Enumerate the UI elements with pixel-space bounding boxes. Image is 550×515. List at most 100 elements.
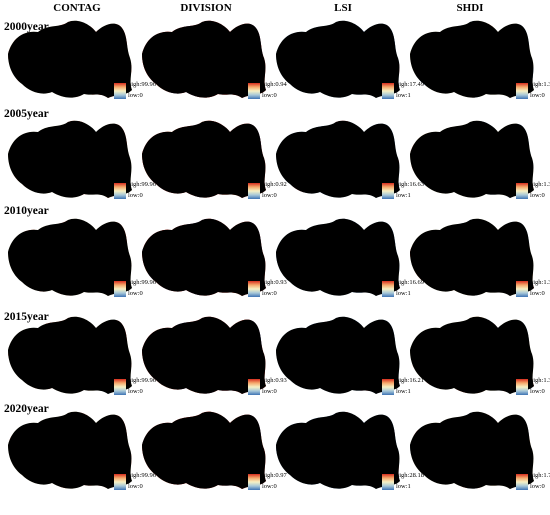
legend-color-ramp	[248, 182, 260, 199]
legend-color-ramp	[248, 82, 260, 99]
legend-color-ramp	[382, 182, 394, 199]
legend-color-ramp	[516, 182, 528, 199]
legend-high-label: high:1.77	[530, 471, 550, 479]
legend-low-label: low:1	[396, 192, 411, 199]
legend-low-label: low:1	[396, 290, 411, 297]
legend: value high:0.94 low:0	[248, 73, 287, 100]
legend-title: value	[516, 464, 531, 471]
legend-color-ramp	[516, 82, 528, 99]
legend-low-label: low:0	[262, 192, 277, 199]
legend-title: value	[248, 271, 263, 278]
legend-color-ramp	[382, 378, 394, 395]
legend-low-label: low:0	[262, 290, 277, 297]
legend: value high:0.97 low:0	[248, 464, 287, 491]
legend: value high:99.96 low:0	[114, 173, 156, 200]
column-header-lsi: LSI	[334, 2, 352, 14]
map-lsi-2020year	[276, 411, 400, 490]
legend-low-label: low:0	[530, 483, 545, 490]
legend-low-label: low:0	[530, 290, 545, 297]
legend: value high:1.77 low:0	[516, 464, 550, 491]
legend-high-label: high:99.96	[128, 471, 156, 479]
legend-low-label: low:0	[128, 92, 143, 99]
legend-low-label: low:0	[128, 388, 143, 395]
legend-title: value	[114, 464, 129, 471]
legend-color-ramp	[248, 280, 260, 297]
map-shdi-2015year	[410, 316, 534, 395]
legend-color-ramp	[516, 473, 528, 490]
legend-color-ramp	[114, 473, 126, 490]
legend-color-ramp	[516, 378, 528, 395]
legend-title: value	[114, 369, 129, 376]
legend-high-label: high:99.96	[128, 278, 156, 286]
legend: value high:99.96 low:0	[114, 369, 156, 396]
legend-low-label: low:0	[262, 388, 277, 395]
legend-title: value	[114, 271, 129, 278]
legend-low-label: low:0	[128, 192, 143, 199]
legend-high-label: high:17.49	[396, 80, 424, 88]
legend-color-ramp	[248, 378, 260, 395]
legend-high-label: high:99.96	[128, 80, 156, 88]
legend-color-ramp	[114, 378, 126, 395]
legend: value high:16.69 low:1	[382, 271, 424, 298]
legend-high-label: high:1.35	[530, 376, 550, 384]
legend-low-label: low:0	[262, 483, 277, 490]
legend-low-label: low:0	[128, 290, 143, 297]
legend: value high:99.96 low:0	[114, 271, 156, 298]
legend-color-ramp	[114, 182, 126, 199]
legend-high-label: high:0.94	[262, 80, 287, 88]
legend-low-label: low:0	[262, 92, 277, 99]
column-header-contag: CONTAG	[53, 2, 101, 14]
legend: value high:1.38 low:0	[516, 73, 550, 100]
legend-title: value	[382, 464, 397, 471]
legend: value high:1.38 low:0	[516, 173, 550, 200]
legend-high-label: high:99.96	[128, 376, 156, 384]
legend: value high:1.35 low:0	[516, 271, 550, 298]
legend-color-ramp	[248, 473, 260, 490]
legend-high-label: high:28.18	[396, 471, 424, 479]
legend: value high:99.96 low:0	[114, 73, 156, 100]
legend-title: value	[114, 173, 129, 180]
legend-high-label: high:0.97	[262, 471, 287, 479]
legend-low-label: low:1	[396, 92, 411, 99]
legend: value high:28.18 low:1	[382, 464, 424, 491]
legend-color-ramp	[382, 82, 394, 99]
legend-title: value	[382, 369, 397, 376]
map-contag-2015year	[8, 316, 132, 395]
row-label-2000: 2000year	[4, 21, 49, 33]
row-label-2015: 2015year	[4, 311, 49, 323]
legend-high-label: high:99.96	[128, 180, 156, 188]
legend-color-ramp	[516, 280, 528, 297]
column-header-division: DIVISION	[180, 2, 232, 14]
legend-color-ramp	[114, 280, 126, 297]
legend: value high:16.21 low:1	[382, 369, 424, 396]
legend-low-label: low:0	[530, 192, 545, 199]
legend-low-label: low:0	[530, 388, 545, 395]
legend-title: value	[248, 173, 263, 180]
legend-color-ramp	[114, 82, 126, 99]
legend-color-ramp	[382, 473, 394, 490]
legend-title: value	[516, 73, 531, 80]
legend-title: value	[248, 464, 263, 471]
legend-title: value	[516, 271, 531, 278]
legend-low-label: low:0	[128, 483, 143, 490]
legend-title: value	[382, 73, 397, 80]
legend: value high:0.93 low:0	[248, 271, 287, 298]
legend: value high:17.49 low:1	[382, 73, 424, 100]
legend-high-label: high:1.35	[530, 278, 550, 286]
legend-low-label: low:1	[396, 483, 411, 490]
column-header-shdi: SHDI	[456, 2, 484, 14]
legend-title: value	[248, 369, 263, 376]
legend-title: value	[382, 271, 397, 278]
legend: value high:16.63 low:1	[382, 173, 424, 200]
legend-title: value	[516, 173, 531, 180]
legend-color-ramp	[382, 280, 394, 297]
legend-high-label: high:1.38	[530, 180, 550, 188]
legend-title: value	[248, 73, 263, 80]
row-label-2005: 2005year	[4, 108, 49, 120]
legend: value high:0.93 low:0	[248, 369, 287, 396]
legend-title: value	[114, 73, 129, 80]
legend: value high:1.35 low:0	[516, 369, 550, 396]
legend-high-label: high:0.93	[262, 376, 287, 384]
map-division-2020year	[142, 411, 266, 490]
